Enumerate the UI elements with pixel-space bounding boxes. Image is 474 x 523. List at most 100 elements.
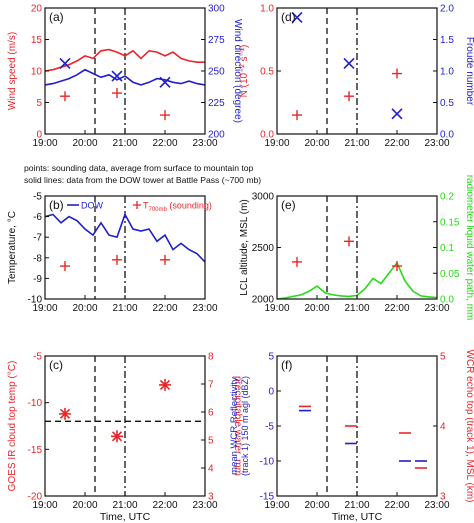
panel-d: 19:00 20:00 21:00 22:00 23:000.00.51.0N (10⁻…	[239, 4, 474, 150]
point-star	[111, 430, 123, 443]
y-tick-label-left: 20	[31, 4, 43, 15]
y-tick-label-right: 1.0	[440, 67, 454, 78]
point-plus	[344, 236, 354, 247]
x-tick-label: 23:00	[424, 500, 449, 511]
point-cross	[391, 108, 403, 120]
point-plus	[112, 254, 122, 265]
y-axis-label-right: Wind direction (degree)	[232, 19, 243, 123]
point-plus	[60, 261, 70, 272]
x-tick-label: 23:00	[424, 303, 449, 314]
y-tick-label-right: 3	[440, 492, 446, 503]
y-tick-label-right: 4	[440, 422, 446, 433]
series-line-blue	[44, 68, 206, 86]
point-plus	[60, 91, 70, 102]
x-axis-label: Time, UTC	[100, 511, 151, 523]
y-axis-label-left: Wind speed (m/s)	[7, 32, 18, 110]
y-tick-label-left: 15	[31, 35, 43, 46]
point-plus	[392, 68, 402, 79]
y-tick-label-left: -10	[260, 457, 275, 468]
x-tick-label: 20:00	[304, 138, 329, 149]
y-tick-label-right: 300	[208, 4, 225, 15]
x-tick-label: 23:00	[192, 500, 217, 511]
point-plus	[344, 91, 354, 102]
panel-a: 19:00 20:00 21:00 22:00 23:00 0 5 10 15 20 Wind sp…	[7, 4, 243, 150]
y-tick-label-right: 0.15	[440, 217, 460, 228]
point-star	[159, 378, 171, 391]
x-tick-label: 19:00	[32, 500, 57, 511]
x-tick-label: 23:00	[192, 138, 217, 149]
y-tick-label-right: 3	[208, 492, 214, 503]
y-tick-label-left: 0	[268, 387, 274, 398]
point-star	[59, 407, 71, 420]
x-tick-label: 21:00	[112, 303, 137, 314]
y-tick-label-right: 0.5	[440, 98, 454, 109]
y-tick-label-left: -5	[265, 422, 274, 433]
y-tick-label-left: -7	[33, 233, 42, 244]
panel-label: (b)	[49, 198, 64, 212]
y-axis-label-left: GOES IR cloud top temp (°C)	[7, 361, 18, 492]
y-tick-label-right: 200	[208, 130, 225, 141]
point-plus	[160, 254, 170, 265]
y-axis-label-left: mean WCR Reflectivity	[229, 377, 240, 475]
y-tick-label-left: -20	[28, 492, 43, 503]
y-tick-label-left: 2500	[252, 243, 275, 254]
x-tick-label: 22:00	[384, 303, 409, 314]
point-plus	[392, 261, 402, 272]
x-tick-label: 20:00	[304, 500, 329, 511]
y-tick-label-left: -5	[33, 352, 42, 363]
point-cross	[159, 76, 171, 88]
y-tick-label-right: 8	[208, 352, 214, 363]
x-tick-label: 21:00	[112, 500, 137, 511]
y-axis-label-left: N (10⁻² s⁻¹)	[239, 45, 250, 98]
point-cross	[343, 57, 355, 70]
point-cross	[111, 70, 123, 82]
y-tick-label-left: -5	[33, 192, 42, 203]
y-tick-label-right: 0.0	[440, 130, 454, 141]
y-axis-label-left-2: (track 1) 150 m agl (dBZ)	[240, 376, 250, 476]
point-cross	[59, 57, 71, 70]
x-tick-label: 19:00	[264, 303, 289, 314]
x-axis-label: Time, UTC	[332, 511, 383, 523]
y-tick-label-right: 2.0	[440, 4, 454, 15]
panel-f: 19:00 20:00 21:00 22:00 23:00 Time, UTC -15 -10…	[229, 350, 474, 523]
x-tick-label: 21:00	[112, 138, 137, 149]
x-tick-label: 22:00	[384, 500, 409, 511]
point-plus	[292, 110, 302, 121]
panel-label: (a)	[49, 10, 64, 24]
caption-line-1: points: sounding data, average from surf…	[24, 163, 254, 173]
x-tick-label: 20:00	[72, 303, 97, 314]
point-plus	[160, 110, 170, 121]
x-tick-label: 19:00	[32, 303, 57, 314]
y-axis-label-left: Temperature, °C	[7, 211, 18, 284]
y-tick-label-left: -9	[33, 274, 42, 285]
x-tick-label: 23:00	[424, 138, 449, 149]
legend-marker-label: T700mb (sounding)	[143, 201, 212, 214]
y-tick-label-right: 7	[208, 380, 214, 391]
x-tick-label: 20:00	[72, 500, 97, 511]
y-tick-label-left: 2000	[252, 295, 275, 306]
x-tick-label: 19:00	[264, 138, 289, 149]
y-axis-label-right: precipitable water, mm	[232, 376, 243, 476]
y-tick-label-right: 275	[208, 35, 225, 46]
x-tick-label: 21:00	[344, 500, 369, 511]
series-line-red	[44, 48, 205, 72]
y-tick-label-right: 0.0	[440, 295, 454, 306]
x-tick-label: 22:00	[152, 138, 177, 149]
y-tick-label-right: 0.1	[440, 243, 454, 254]
y-tick-label-left: -15	[260, 492, 275, 503]
x-tick-label: 20:00	[72, 138, 97, 149]
y-tick-label-left: 3000	[252, 192, 275, 203]
x-tick-label: 19:00	[264, 500, 289, 511]
panel-label: (f)	[281, 358, 292, 372]
panel-e: 19:00 20:00 21:00 22:00 23:00 2000 2500 3000LCL…	[239, 175, 474, 321]
y-tick-label-left: -10	[28, 295, 43, 306]
x-tick-label: 21:00	[344, 303, 369, 314]
y-tick-label-right: 0.2	[440, 192, 454, 203]
y-tick-label-left: 1.0	[260, 4, 274, 15]
y-tick-label-left: -10	[28, 398, 43, 409]
series-line-green	[276, 261, 438, 300]
legend-marker-swatch	[133, 201, 141, 209]
y-tick-label-right: 6	[208, 408, 214, 419]
y-tick-label-right: 4	[208, 464, 214, 475]
